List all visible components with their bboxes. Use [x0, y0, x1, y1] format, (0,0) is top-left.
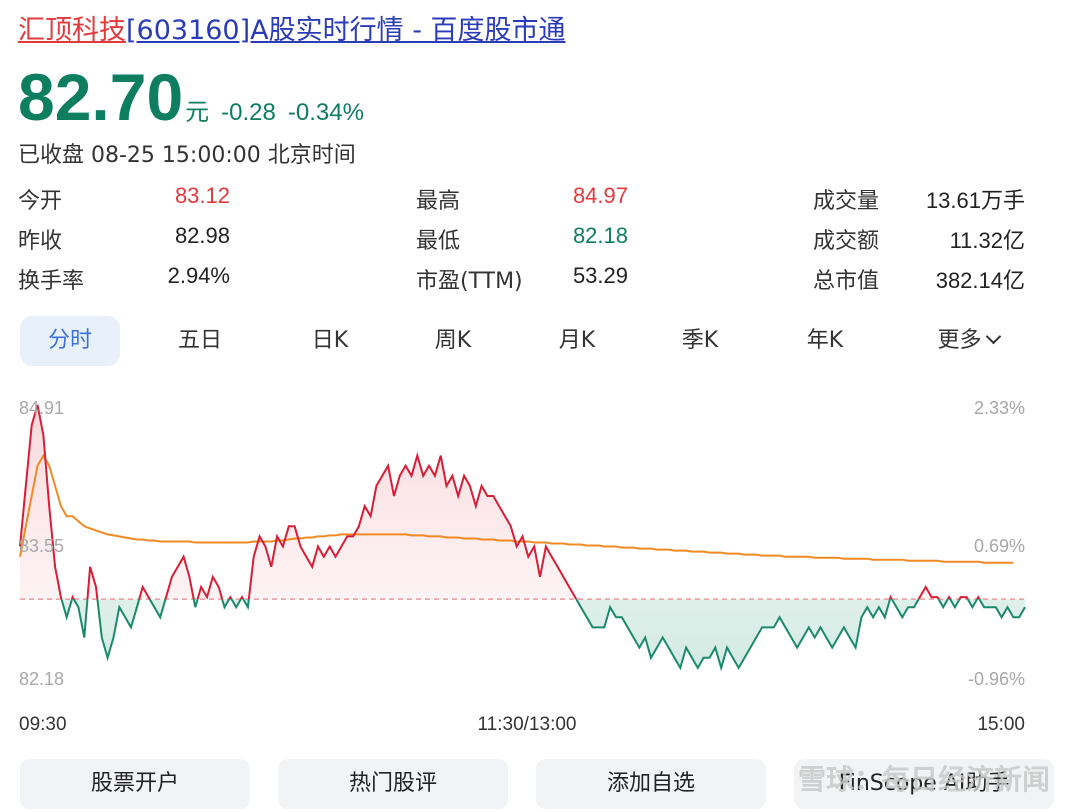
y-tick-right-high: 2.33% [974, 398, 1025, 418]
price-area-down [20, 599, 1025, 668]
hot-comments-button[interactable]: 热门股评 [278, 759, 508, 809]
current-price: 82.70 [18, 60, 184, 134]
intraday-chart-svg: 84.91 83.55 82.18 2.33% 0.69% -0.96% 09:30 11:3… [19, 398, 1026, 735]
stat-label: 最低 [416, 229, 461, 254]
y-tick-left-high: 84.91 [19, 398, 64, 418]
stat-value: 382.14亿 [935, 268, 1025, 293]
stat-market-cap: 总市值 382.14亿 [813, 263, 1025, 295]
price-line-up [19, 404, 981, 600]
market-status: 已收盘 08-25 15:00:00 北京时间 [18, 143, 356, 168]
stat-prev-close: 昨收 82.98 [18, 223, 230, 255]
y-tick-left-low: 82.18 [19, 669, 64, 689]
stat-value: 13.61万手 [925, 188, 1025, 213]
tab-monthly-k[interactable]: 月K [558, 328, 596, 353]
tab-daily-k[interactable]: 日K [311, 328, 349, 353]
stat-low: 最低 82.18 [416, 223, 628, 255]
tab-intraday[interactable]: 分时 [20, 316, 120, 366]
price-line-down [60, 599, 1026, 672]
y-tick-right-low: -0.96% [968, 669, 1025, 689]
stat-label: 成交额 [813, 229, 880, 254]
y-tick-right-mid: 0.69% [974, 536, 1025, 556]
tab-weekly-k[interactable]: 周K [434, 328, 472, 353]
stat-value: 84.97 [572, 183, 628, 208]
price-unit: 元 [185, 98, 210, 126]
stat-value: 82.98 [174, 223, 230, 248]
stat-value: 2.94% [167, 263, 230, 288]
chevron-down-icon [985, 328, 1001, 345]
x-tick-close: 15:00 [977, 714, 1025, 735]
tab-more[interactable]: 更多 [913, 316, 1023, 366]
stat-value: 11.32亿 [949, 228, 1025, 253]
price-area-up [20, 405, 980, 600]
tab-more-label: 更多 [937, 328, 982, 353]
price-change-percent: -0.34% [287, 99, 364, 126]
page-title: 汇顶科技[603160]A股实时行情 - 百度股市通 [18, 8, 566, 47]
stat-label: 昨收 [18, 229, 63, 254]
stat-label: 换手率 [18, 269, 85, 294]
stat-value: 53.29 [572, 263, 628, 288]
finscope-ai-button[interactable]: FinScope AI助手 [794, 759, 1054, 809]
stat-value: 83.12 [174, 183, 230, 208]
stat-open: 今开 83.12 [18, 183, 230, 215]
x-tick-open: 09:30 [19, 714, 67, 735]
price-change: -0.28 [221, 99, 276, 126]
stat-turnover-rate: 换手率 2.94% [18, 263, 230, 295]
y-tick-left-mid: 83.55 [19, 536, 64, 556]
tab-five-day[interactable]: 五日 [177, 328, 222, 353]
stat-high: 最高 84.97 [416, 183, 628, 215]
stat-value: 82.18 [572, 223, 628, 248]
stat-pe-ttm: 市盈(TTM) 53.29 [416, 263, 628, 295]
stat-label: 总市值 [813, 269, 880, 294]
avg-price-line [19, 453, 1014, 564]
stat-label: 成交量 [813, 189, 880, 214]
tab-quarterly-k[interactable]: 季K [681, 328, 719, 353]
add-watchlist-button[interactable]: 添加自选 [536, 759, 766, 809]
page-title-link[interactable]: [603160]A股实时行情 - 百度股市通 [126, 15, 566, 46]
stock-name-link[interactable]: 汇顶科技 [18, 15, 126, 46]
x-tick-midday: 11:30/13:00 [478, 714, 577, 735]
chart-period-tabs: 分时 五日 日K 周K 月K 季K 年K 更多 [18, 316, 1028, 368]
intraday-chart: 84.91 83.55 82.18 2.33% 0.69% -0.96% 09:30 11:3… [0, 390, 1080, 740]
stat-volume: 成交量 13.61万手 [813, 183, 1025, 215]
stat-label: 市盈(TTM) [416, 269, 523, 294]
stat-amount: 成交额 11.32亿 [813, 223, 1025, 255]
tab-yearly-k[interactable]: 年K [806, 328, 844, 353]
price-row: 82.70元 -0.28 -0.34% [18, 62, 364, 132]
stat-label: 今开 [18, 189, 63, 214]
stats-grid: 今开 83.12 昨收 82.98 换手率 2.94% 最高 84.97 最低 82.18… [18, 183, 1028, 303]
watermark: 雪球：每日经济新闻 [797, 763, 1050, 796]
stat-label: 最高 [416, 189, 461, 214]
open-account-button[interactable]: 股票开户 [20, 759, 250, 809]
